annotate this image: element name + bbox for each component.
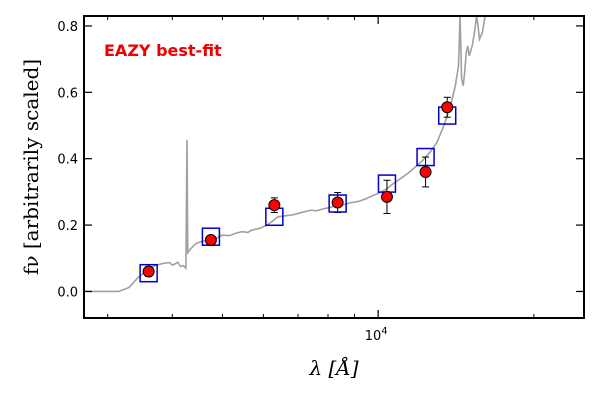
observed-point-0 [142,265,155,278]
y-axis-label: fν [arbitrarily scaled] [19,59,43,275]
observed-point-2 [268,199,281,212]
observed-point-6 [441,101,454,114]
observed-point-1 [204,234,217,247]
y-tick-label-2: 0.4 [57,153,78,168]
axis-layer: 0.0 0.2 0.4 0.6 0.8 104 [57,15,585,344]
model-box-0 [139,263,158,283]
observed-point-5 [419,165,432,178]
observed-point-4 [380,190,393,203]
y-tick-label-4: 0.8 [57,20,78,35]
chart-annotation: EAZY best-fit [104,41,222,60]
model-box-3 [328,194,347,213]
point-layer [142,101,454,278]
y-tick-label-1: 0.2 [57,219,78,234]
x-axis-label: λ [Å] [308,355,358,380]
template-spectrum-line [84,16,486,293]
model-box-5 [416,147,435,167]
template-layer [84,16,486,293]
x-tick-label-0: 104 [365,326,388,344]
x-tick-label-exponent-0: 4 [381,326,387,337]
y-tick-label-0: 0.0 [57,285,78,300]
plot-frame [83,15,585,319]
observed-point-3 [331,196,344,209]
y-tick-label-3: 0.6 [57,86,78,101]
